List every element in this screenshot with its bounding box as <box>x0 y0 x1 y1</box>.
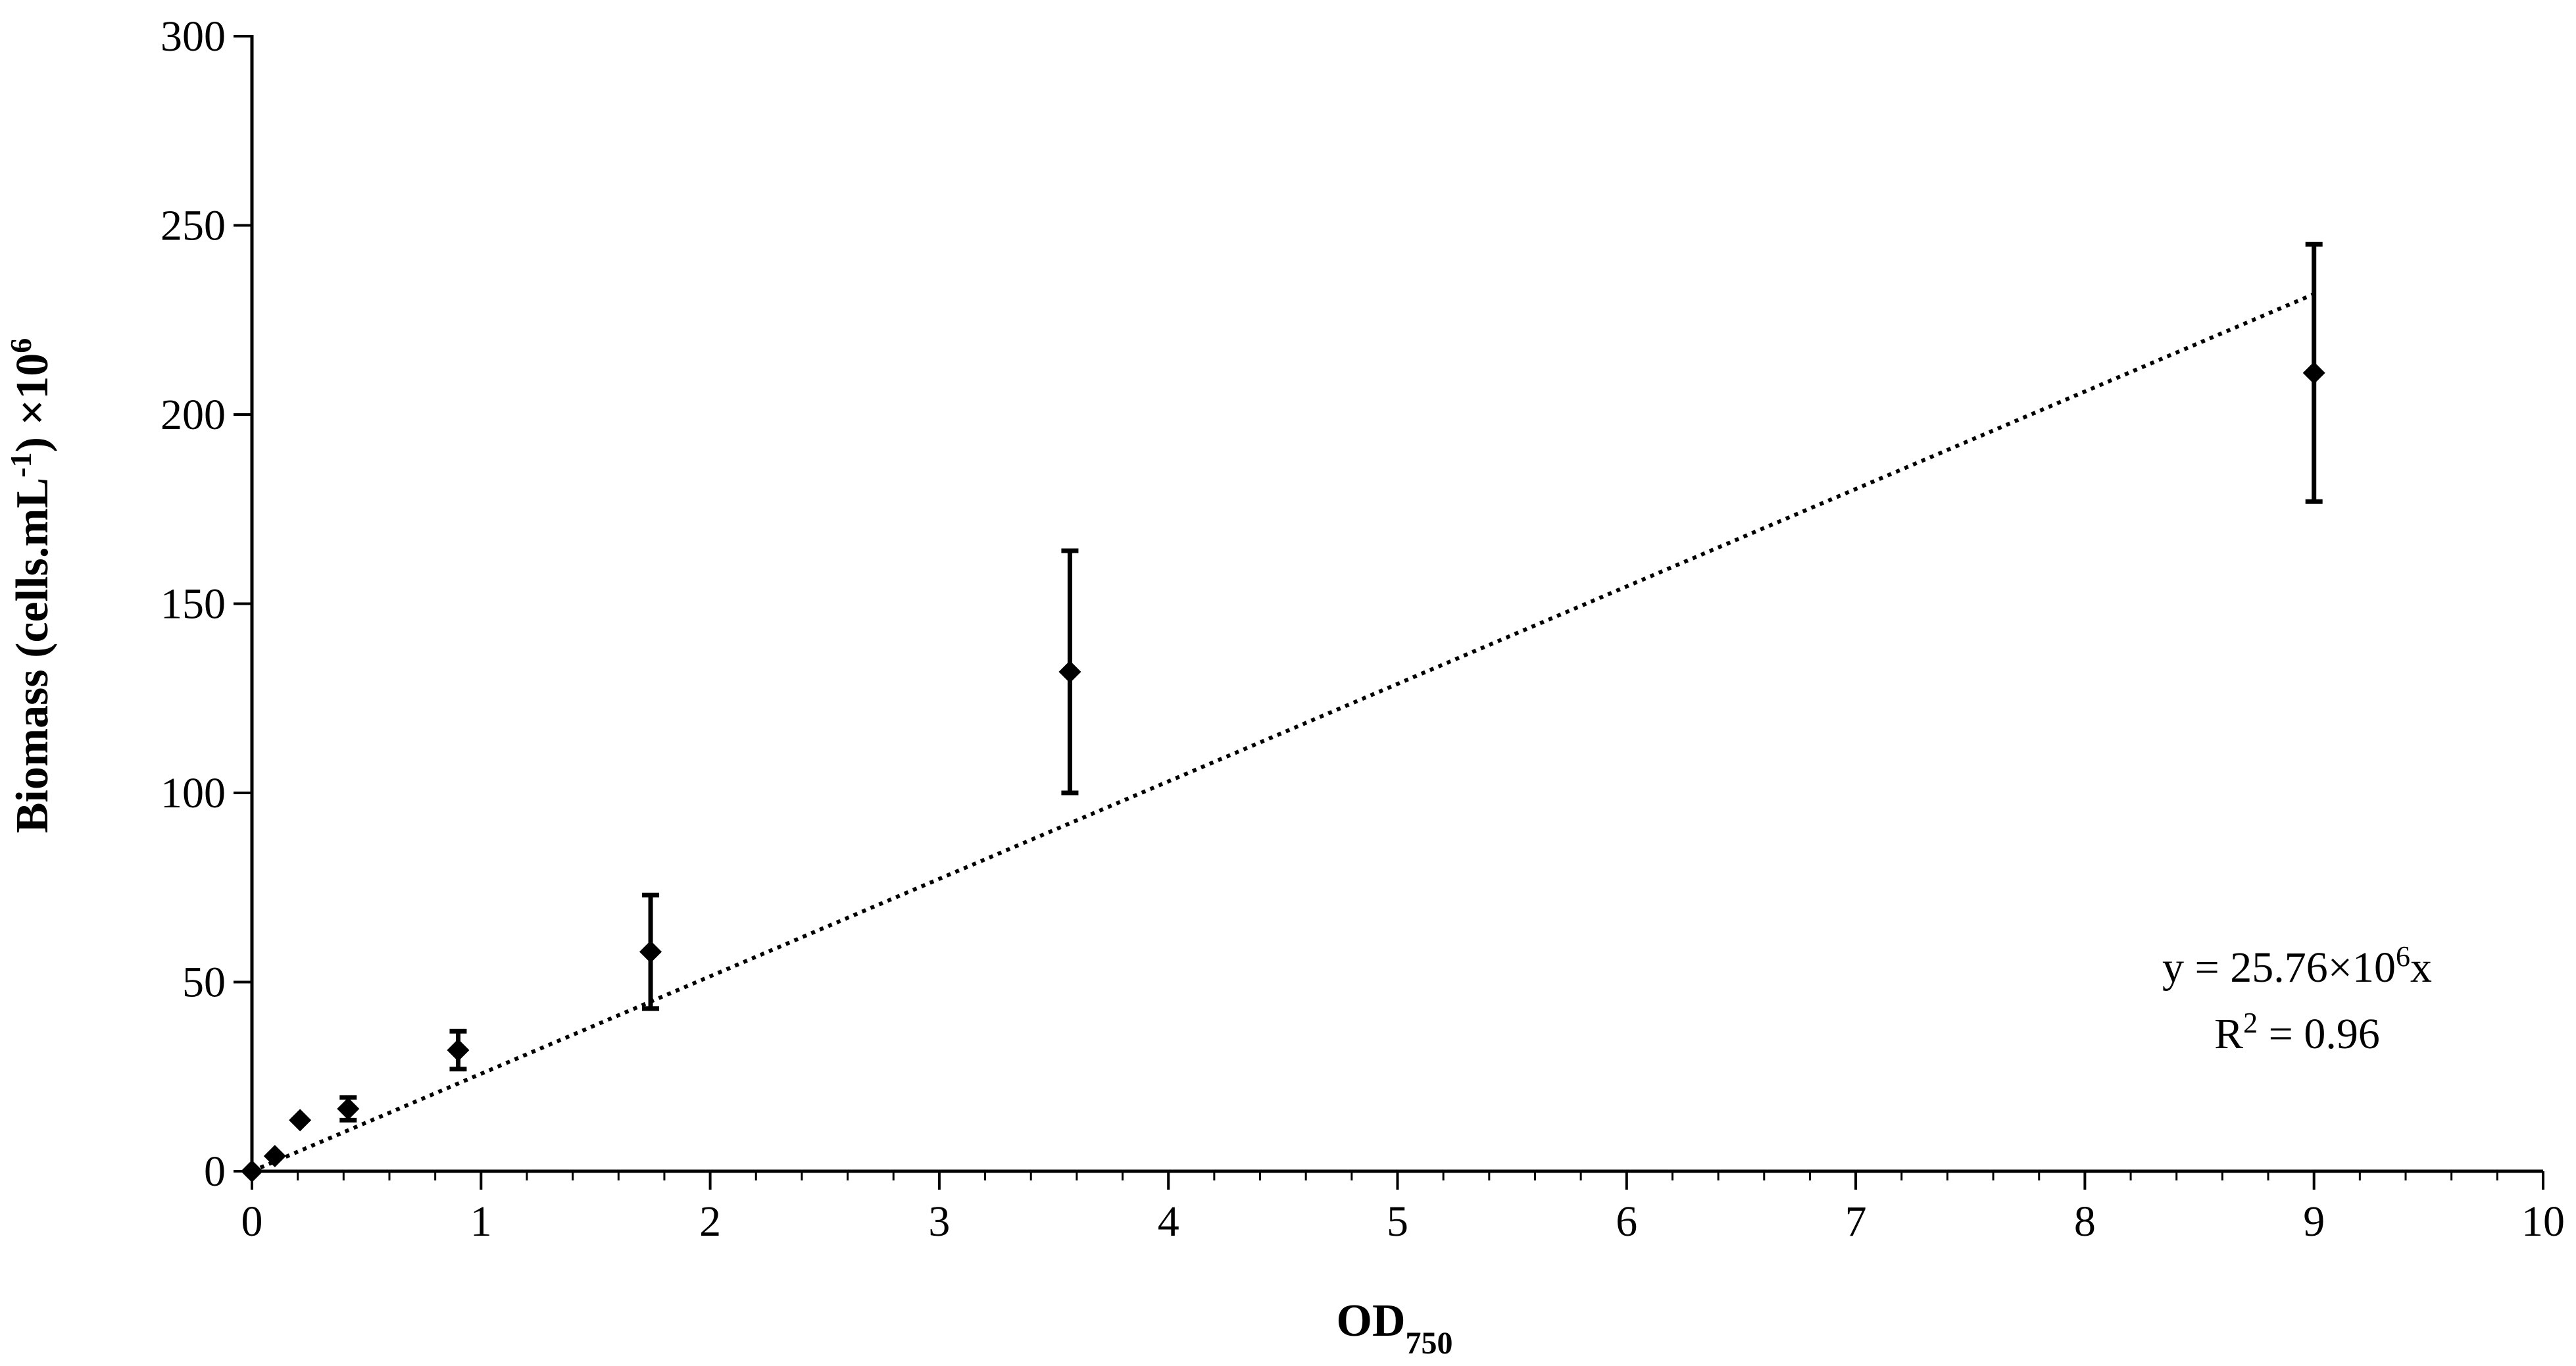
data-point <box>639 940 662 963</box>
y-tick-label: 250 <box>161 202 226 250</box>
trendline-group <box>251 292 2315 1173</box>
x-tick-label: 6 <box>1616 1198 1637 1246</box>
y-tick-label: 100 <box>161 769 226 817</box>
r2-prefix: R <box>2214 1010 2243 1058</box>
equation-suffix: x <box>2410 944 2432 992</box>
trendline <box>251 292 2315 1173</box>
data-points <box>241 241 2325 1182</box>
axes <box>250 35 2543 1173</box>
x-tick-label: 4 <box>1158 1198 1179 1246</box>
data-point <box>241 1160 263 1182</box>
ticks <box>234 35 2544 1190</box>
y-axis-title: Biomass (cells.mL-1) ×106 <box>4 338 59 834</box>
x-tick-label: 5 <box>1387 1198 1408 1246</box>
r2-suffix: = 0.96 <box>2258 1010 2380 1058</box>
data-point <box>2302 361 2325 384</box>
x-tick-label: 3 <box>928 1198 950 1246</box>
y-title-sup1: -1 <box>4 452 37 477</box>
y-tick-label: 50 <box>182 959 226 1007</box>
data-point <box>1058 661 1081 683</box>
r-squared-label: R2 = 0.96 <box>2214 1007 2380 1059</box>
x-tick-label: 0 <box>241 1198 263 1246</box>
y-title-main: Biomass (cells.mL <box>7 478 58 834</box>
x-tick-label: 10 <box>2521 1198 2565 1246</box>
x-title-sub: 750 <box>1406 1326 1453 1361</box>
tick-labels: 0 50 100 150 200 250 300 0 1 2 3 4 5 6 7 8 9 10 <box>161 13 2565 1246</box>
x-tick-label: 9 <box>2303 1198 2325 1246</box>
data-point <box>447 1039 470 1061</box>
x-axis-title: OD750 <box>1337 1296 1453 1361</box>
equation-sup: 6 <box>2396 940 2410 973</box>
data-point <box>337 1098 360 1121</box>
data-point <box>263 1145 286 1167</box>
y-title-mid: ) ×10 <box>7 353 58 453</box>
equation-prefix: y = 25.76×10 <box>2162 944 2396 992</box>
x-tick-label: 2 <box>699 1198 721 1246</box>
r2-sup: 2 <box>2243 1007 2258 1039</box>
y-tick-label: 300 <box>161 13 226 61</box>
y-title-sup2: 6 <box>4 338 37 353</box>
x-tick-label: 7 <box>1845 1198 1867 1246</box>
y-tick-label: 0 <box>204 1148 226 1196</box>
y-tick-label: 150 <box>161 580 226 628</box>
y-tick-label: 200 <box>161 391 226 439</box>
data-point <box>289 1109 312 1132</box>
equation-label: y = 25.76×106x <box>2162 940 2432 992</box>
x-tick-label: 8 <box>2074 1198 2096 1246</box>
x-tick-label: 1 <box>470 1198 492 1246</box>
x-title-main: OD <box>1337 1296 1406 1346</box>
